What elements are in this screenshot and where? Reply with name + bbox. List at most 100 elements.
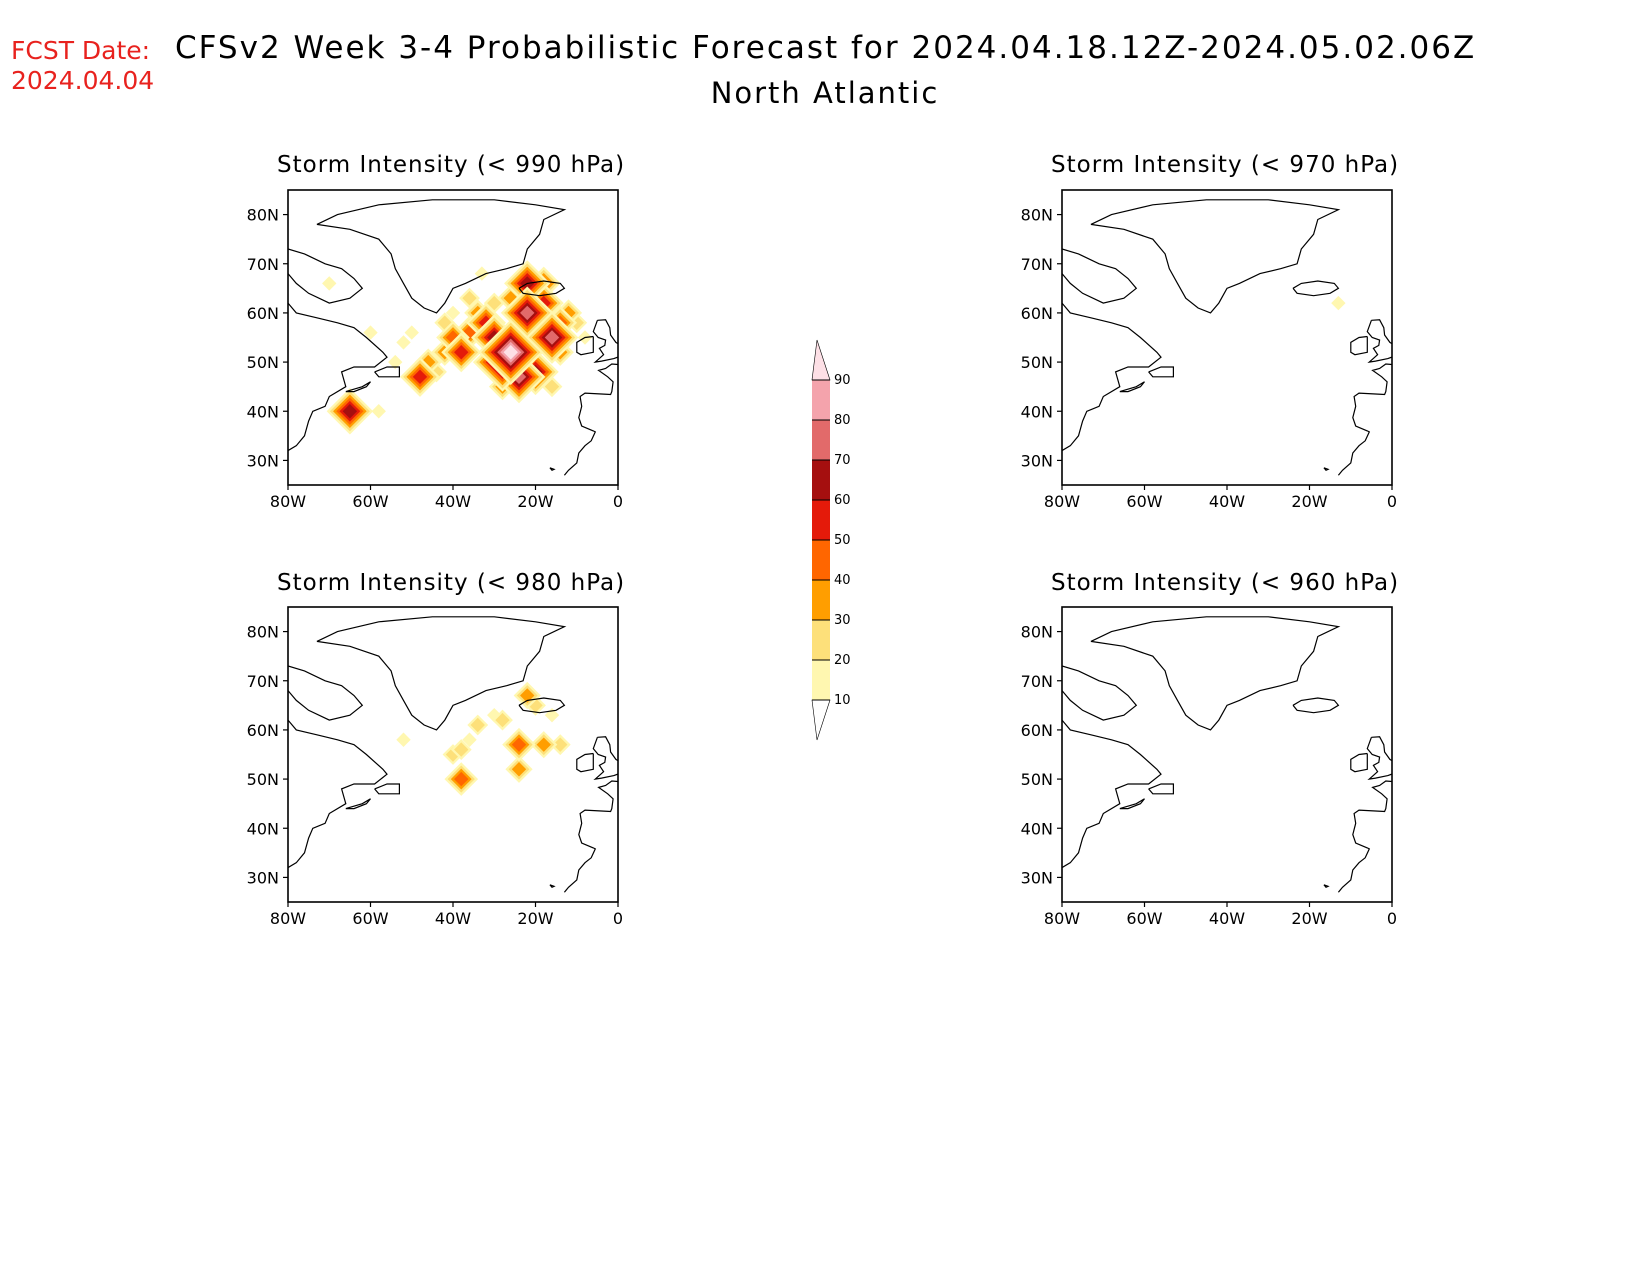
coastline [345, 798, 371, 810]
map-panel-990: 80N 70N 60N 50N 40N 30N 80W 60W 40W 20W 0 [247, 189, 623, 511]
lat-tick-label: 70N [247, 672, 279, 691]
prob-cell [363, 325, 378, 340]
cbar-segment [812, 420, 830, 460]
lat-tick-label: 40N [1021, 402, 1053, 421]
probability-field [322, 260, 593, 435]
lat-tick-label: 60N [247, 304, 279, 323]
prob-cell [511, 737, 527, 752]
coastline [576, 752, 594, 773]
prob-cell [561, 305, 576, 321]
cbar-label: 40 [834, 573, 851, 588]
cbar-label: 20 [834, 653, 851, 668]
prob-cell [396, 335, 411, 350]
prob-cell [553, 737, 568, 752]
coastline [1350, 752, 1368, 773]
lat-tick-label: 30N [1021, 451, 1053, 470]
coastline [1148, 783, 1174, 795]
coastline [1062, 248, 1138, 304]
lon-tick-label: 60W [1126, 909, 1162, 928]
lat-tick-label: 50N [247, 770, 279, 789]
coastline [1292, 280, 1340, 297]
fcst-date-label: FCST Date: 2024.04.04 [11, 36, 154, 96]
lon-tick-label: 40W [435, 492, 471, 511]
prob-cell [528, 698, 543, 713]
coastline [1090, 616, 1341, 731]
cbar-bottom-cap [811, 699, 831, 741]
coastline [1062, 302, 1162, 452]
lat-tick-label: 70N [1021, 255, 1053, 274]
coastline [563, 363, 618, 476]
coastline [316, 199, 567, 314]
coastline [576, 335, 594, 356]
coastline [563, 780, 618, 893]
prob-cell [462, 290, 477, 306]
region-label: North Atlantic [710, 76, 940, 110]
cbar-label: 60 [834, 493, 851, 508]
coastline [1413, 720, 1423, 740]
coastline [1062, 719, 1162, 869]
lon-tick-label: 0 [613, 492, 623, 511]
cbar-segment [812, 580, 830, 620]
coastline [1062, 665, 1138, 721]
prob-cell [544, 379, 560, 394]
coastline [1366, 319, 1392, 364]
coastline [288, 248, 364, 304]
coastline [639, 303, 649, 323]
map-panel-960: 80N 70N 60N 50N 40N 30N 80W 60W 40W 20W 0 [1021, 606, 1397, 928]
coastline [518, 280, 566, 297]
lon-tick-label: 20W [1291, 492, 1327, 511]
prob-cell [396, 732, 411, 747]
cbar-top-cap [811, 339, 831, 381]
coastline [374, 366, 400, 378]
probability-field [396, 681, 571, 796]
cbar-label: 80 [834, 413, 851, 428]
coastline [1350, 335, 1368, 356]
lat-tick-label: 80N [1021, 206, 1053, 225]
coastline [1366, 736, 1392, 781]
prob-cell [454, 345, 469, 360]
cbar-segment [812, 380, 830, 420]
coastline [1337, 780, 1392, 893]
cbar-label: 70 [834, 453, 851, 468]
prob-cell [322, 276, 337, 291]
lon-tick-label: 20W [517, 492, 553, 511]
prob-cell [371, 404, 386, 419]
lat-tick-label: 30N [247, 451, 279, 470]
panel-title-980: Storm Intensity (< 980 hPa) [277, 570, 626, 596]
cbar-segment [812, 460, 830, 500]
prob-cell [404, 325, 419, 340]
lat-tick-label: 80N [1021, 623, 1053, 642]
lat-tick-label: 60N [1021, 721, 1053, 740]
lat-tick-label: 80N [247, 623, 279, 642]
lon-tick-label: 0 [1387, 909, 1397, 928]
coastline [1090, 199, 1341, 314]
lon-tick-label: 80W [1044, 492, 1080, 511]
coastline [288, 719, 388, 869]
lat-tick-label: 40N [247, 819, 279, 838]
lat-tick-label: 30N [247, 868, 279, 887]
prob-cell [462, 732, 477, 747]
prob-cell [445, 747, 461, 762]
coastline [345, 381, 371, 393]
lon-tick-label: 40W [1209, 492, 1245, 511]
lon-tick-label: 40W [1209, 909, 1245, 928]
prob-cell [1331, 295, 1346, 311]
lat-tick-label: 70N [247, 255, 279, 274]
lon-tick-label: 60W [1126, 492, 1162, 511]
coastline [374, 783, 400, 795]
prob-cell [503, 290, 518, 306]
prob-cell [520, 305, 535, 321]
prob-cell [511, 762, 527, 777]
coastline [518, 697, 566, 714]
lon-tick-label: 80W [270, 909, 306, 928]
coastlines [1062, 199, 1392, 476]
lon-tick-label: 60W [352, 909, 388, 928]
coastline [639, 720, 649, 740]
prob-cell [445, 305, 461, 321]
map-frame [1061, 189, 1393, 486]
lon-tick-label: 80W [270, 492, 306, 511]
coastlines [288, 199, 649, 476]
cbar-segment [812, 540, 830, 580]
lat-tick-label: 70N [1021, 672, 1053, 691]
lon-tick-label: 40W [435, 909, 471, 928]
